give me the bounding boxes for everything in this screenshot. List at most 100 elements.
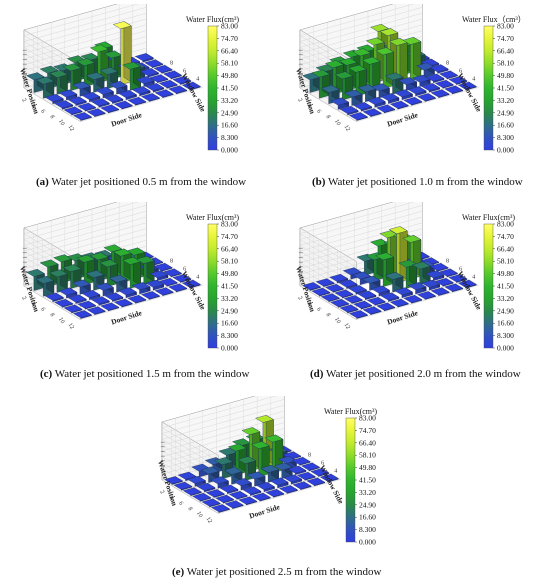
door-side-tick: 12 (66, 124, 74, 132)
colorbar-title: Water Flux（cm³） (462, 15, 526, 24)
bar (353, 300, 373, 310)
bars (26, 244, 201, 319)
bar (384, 72, 404, 95)
bar (63, 304, 83, 314)
bar (444, 283, 464, 293)
bar (311, 287, 331, 297)
colorbar-tick: 74.70 (359, 426, 376, 435)
bar (306, 477, 326, 487)
bar (384, 271, 404, 293)
bar (145, 279, 165, 291)
colorbar-tick: 41.50 (221, 84, 238, 93)
bar (58, 287, 78, 299)
bar (269, 477, 289, 489)
colorbar-tick: 16.60 (221, 121, 238, 130)
bar (44, 93, 64, 105)
bar (86, 306, 106, 316)
colorbar-tick: 49.80 (221, 71, 238, 80)
bar (182, 487, 202, 497)
door-side-title: Door Side (386, 308, 420, 327)
bar (389, 298, 409, 308)
door-side-tick: 12 (342, 322, 350, 330)
bar (35, 275, 55, 297)
bar (319, 473, 339, 483)
door-side-tick: 6 (177, 501, 184, 507)
bar (163, 268, 182, 278)
colorbar-tick: 41.50 (359, 476, 376, 485)
colorbar-tick: 0.000 (359, 538, 376, 547)
bar (73, 112, 92, 121)
bar (49, 69, 68, 95)
bar (388, 37, 408, 86)
colorbar-tick: 8.300 (221, 133, 238, 142)
bar (430, 89, 450, 99)
bar (389, 100, 409, 110)
bar (425, 270, 445, 282)
bar (95, 86, 114, 99)
bar (439, 70, 458, 80)
bar (283, 474, 303, 485)
bar (118, 287, 137, 299)
bar (403, 294, 423, 304)
bar (144, 59, 164, 69)
colorbar-tick: 0.000 (497, 344, 514, 353)
colorbar: Water Flux(cm³)83.00 74.70 66.40 58.10 49.80… (462, 213, 515, 353)
bar (366, 96, 386, 108)
bar (242, 486, 262, 496)
bar (127, 294, 147, 304)
bar (251, 492, 271, 502)
window-side-tick: 8 (308, 453, 311, 459)
bar (421, 83, 441, 93)
bar (362, 108, 382, 118)
colorbar-tick: 8.300 (359, 525, 376, 534)
bar (265, 488, 285, 498)
door-side-title: Door Side (110, 308, 144, 327)
window-side-tick: 6 (183, 267, 186, 273)
door-side-tick: 6 (315, 109, 322, 115)
colorbar-tick: 49.80 (497, 269, 514, 278)
bar (356, 253, 376, 276)
bar (44, 292, 64, 303)
door-side-tick: 4 (306, 103, 313, 109)
colorbar: Water Flux(cm³)83.00 74.70 66.40 58.10 49.80… (186, 213, 239, 353)
bar (343, 295, 363, 304)
window-side-tick: 4 (196, 274, 199, 280)
bar (196, 482, 216, 493)
door-side-tick: 12 (66, 322, 74, 330)
bar (127, 96, 147, 106)
bar (201, 498, 221, 508)
door-side-tick: 4 (306, 301, 313, 307)
bar (104, 292, 124, 302)
bar (113, 100, 133, 110)
colorbar-tick: 83.00 (221, 220, 238, 229)
bar (457, 279, 477, 289)
door-side-tick: 8 (186, 506, 193, 512)
bar (154, 287, 174, 297)
colorbar-tick: 33.20 (221, 96, 238, 105)
bar (77, 300, 97, 310)
bar (416, 62, 435, 78)
door-side-tick: 10 (195, 511, 203, 519)
bar (90, 296, 110, 306)
bar (315, 278, 335, 288)
bar (348, 285, 367, 295)
bar (339, 304, 359, 314)
colorbar-tick: 33.20 (221, 294, 238, 303)
bar (149, 270, 169, 282)
door-side-tick: 8 (324, 114, 331, 120)
bar (398, 259, 418, 289)
colorbar-tick: 58.10 (221, 257, 238, 266)
bar (457, 81, 477, 91)
door-side-tick: 4 (168, 495, 175, 501)
bar (192, 492, 212, 502)
bar (349, 112, 368, 121)
bar (434, 79, 454, 89)
colorbar-title: Water Flux(cm³) (186, 15, 239, 24)
bar (302, 282, 321, 291)
colorbar: Water Flux（cm³）83.00 74.70 66.40 58.10 49.80… (462, 15, 526, 155)
door-side-title: Door Side (248, 502, 282, 521)
